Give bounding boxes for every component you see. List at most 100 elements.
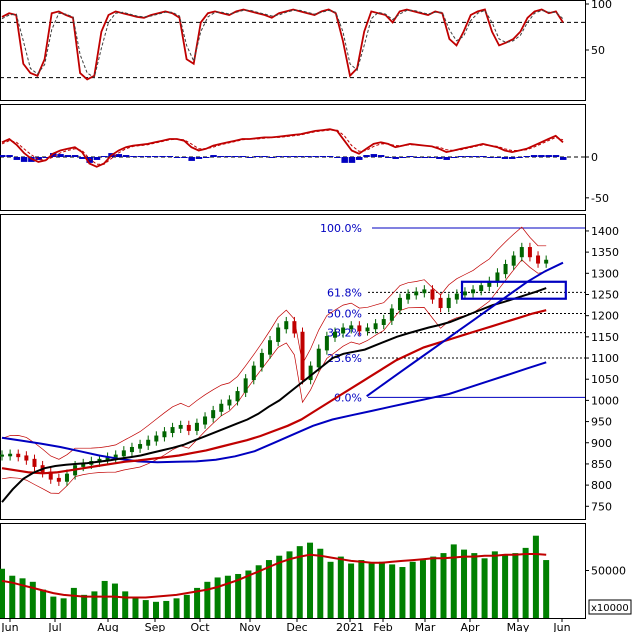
x-tick-label: Oct — [190, 621, 210, 632]
macd-histogram-bar — [479, 156, 487, 158]
macd-histogram-bar — [290, 156, 297, 158]
candle-body — [357, 325, 362, 332]
candle-body — [203, 416, 208, 425]
macd-histogram-bar — [516, 157, 523, 158]
candle-body — [365, 327, 370, 332]
volume-bar — [522, 547, 529, 618]
volume-bar — [235, 573, 242, 618]
macd-histogram-bar — [297, 156, 305, 158]
macd-histogram-bar — [421, 157, 429, 158]
macd-histogram-bar — [79, 157, 86, 159]
ma100-line — [1, 309, 547, 475]
x-tick-label: Sep — [145, 621, 166, 632]
macd-histogram-bar — [494, 157, 501, 158]
macd-histogram-bar — [283, 156, 290, 158]
candle-body — [219, 403, 224, 412]
macd-histogram-bar — [232, 156, 239, 158]
macd-histogram-bar — [57, 154, 64, 157]
price-axis-tick-label: 1000 — [591, 394, 619, 407]
macd-histogram-bar — [13, 157, 21, 160]
volume-bar — [204, 581, 211, 618]
price-axis-tick-label: 900 — [591, 437, 612, 450]
macd-histogram-bar — [246, 157, 254, 158]
macd-histogram-bar — [377, 155, 385, 157]
macd-histogram-bar — [348, 157, 356, 163]
volume-bar — [358, 560, 365, 618]
candle-body — [462, 291, 467, 296]
candle-body — [243, 378, 248, 393]
candle-body — [349, 325, 354, 330]
macd-histogram-bar — [501, 157, 509, 159]
macd-histogram-bar — [86, 157, 93, 163]
volume-bar — [194, 587, 201, 618]
stochastic-panel: 50 100 — [0, 0, 612, 81]
volume-bar — [419, 560, 426, 618]
macd-histogram-bar — [159, 156, 166, 158]
fibonacci-label: 61.8% — [327, 286, 362, 299]
volume-bar — [245, 570, 252, 618]
macd-histogram-bar — [115, 154, 123, 157]
x-tick-label: Apr — [460, 621, 480, 632]
candle-body — [292, 321, 297, 334]
volume-bar — [29, 581, 36, 618]
volume-bar — [327, 561, 334, 618]
candle-body — [170, 427, 175, 434]
macd-histogram-bar — [370, 154, 378, 157]
panel-frames — [0, 0, 586, 619]
volume-bar — [286, 551, 293, 618]
macd-histogram-bar — [137, 156, 144, 158]
macd-histogram-bar — [509, 157, 516, 159]
fibonacci-label: 100.0% — [320, 222, 362, 235]
candle-body — [446, 297, 451, 309]
volume-bar — [70, 587, 77, 618]
x-tick-label: Jul — [47, 621, 61, 632]
candle-body — [138, 444, 143, 449]
candle-body — [454, 293, 459, 300]
candle-body — [32, 458, 37, 467]
candle-body — [422, 289, 427, 294]
macd-histogram-bar — [181, 157, 188, 158]
macd-histogram-bar — [545, 155, 552, 157]
macd-histogram-bar — [261, 156, 268, 158]
candle-body — [227, 399, 232, 406]
lower-band — [1, 259, 547, 494]
x-tick-label: Jun — [0, 621, 18, 632]
macd-histogram-bar — [35, 157, 42, 160]
volume-bar — [111, 583, 118, 618]
price-axis-tick-label: 1100 — [591, 352, 619, 365]
macd-histogram-bar — [122, 155, 130, 157]
candle-body — [259, 352, 264, 368]
macd-histogram-bar — [268, 157, 276, 158]
macd-histogram-bar — [407, 156, 414, 158]
volume-bar — [183, 594, 190, 618]
volume-bar — [214, 577, 221, 618]
candle-body — [397, 297, 402, 311]
volume-bar — [81, 594, 88, 618]
candle-body — [308, 365, 313, 381]
candle-body — [341, 327, 346, 334]
volume-bar — [132, 596, 139, 618]
macd-histogram-bar — [334, 157, 341, 158]
volume-bar — [543, 560, 550, 618]
macd-histogram-bar — [64, 155, 72, 157]
volume-bar — [9, 575, 16, 618]
volume-average-line — [1, 553, 547, 599]
candle-body — [324, 336, 329, 351]
volume-axis-tick-label: 50000 — [591, 565, 626, 578]
candle-body — [511, 255, 516, 266]
volume-bar — [296, 546, 303, 618]
volume-bar — [40, 589, 47, 618]
candle-body — [406, 293, 411, 300]
macd-histogram-bar — [312, 156, 319, 158]
macd-histogram-bar — [414, 157, 421, 158]
candle-body — [162, 431, 167, 438]
volume-bar — [0, 568, 5, 618]
candle-body — [64, 473, 69, 482]
volume-bar — [348, 563, 355, 618]
candle-body — [373, 323, 378, 330]
macd-histogram-bar — [399, 157, 407, 158]
stochastic-axis-tick-label: 100 — [591, 0, 612, 11]
macd-histogram-bar — [326, 156, 334, 158]
macd-histogram-bar — [443, 157, 450, 160]
macd-histogram-bar — [20, 157, 28, 162]
